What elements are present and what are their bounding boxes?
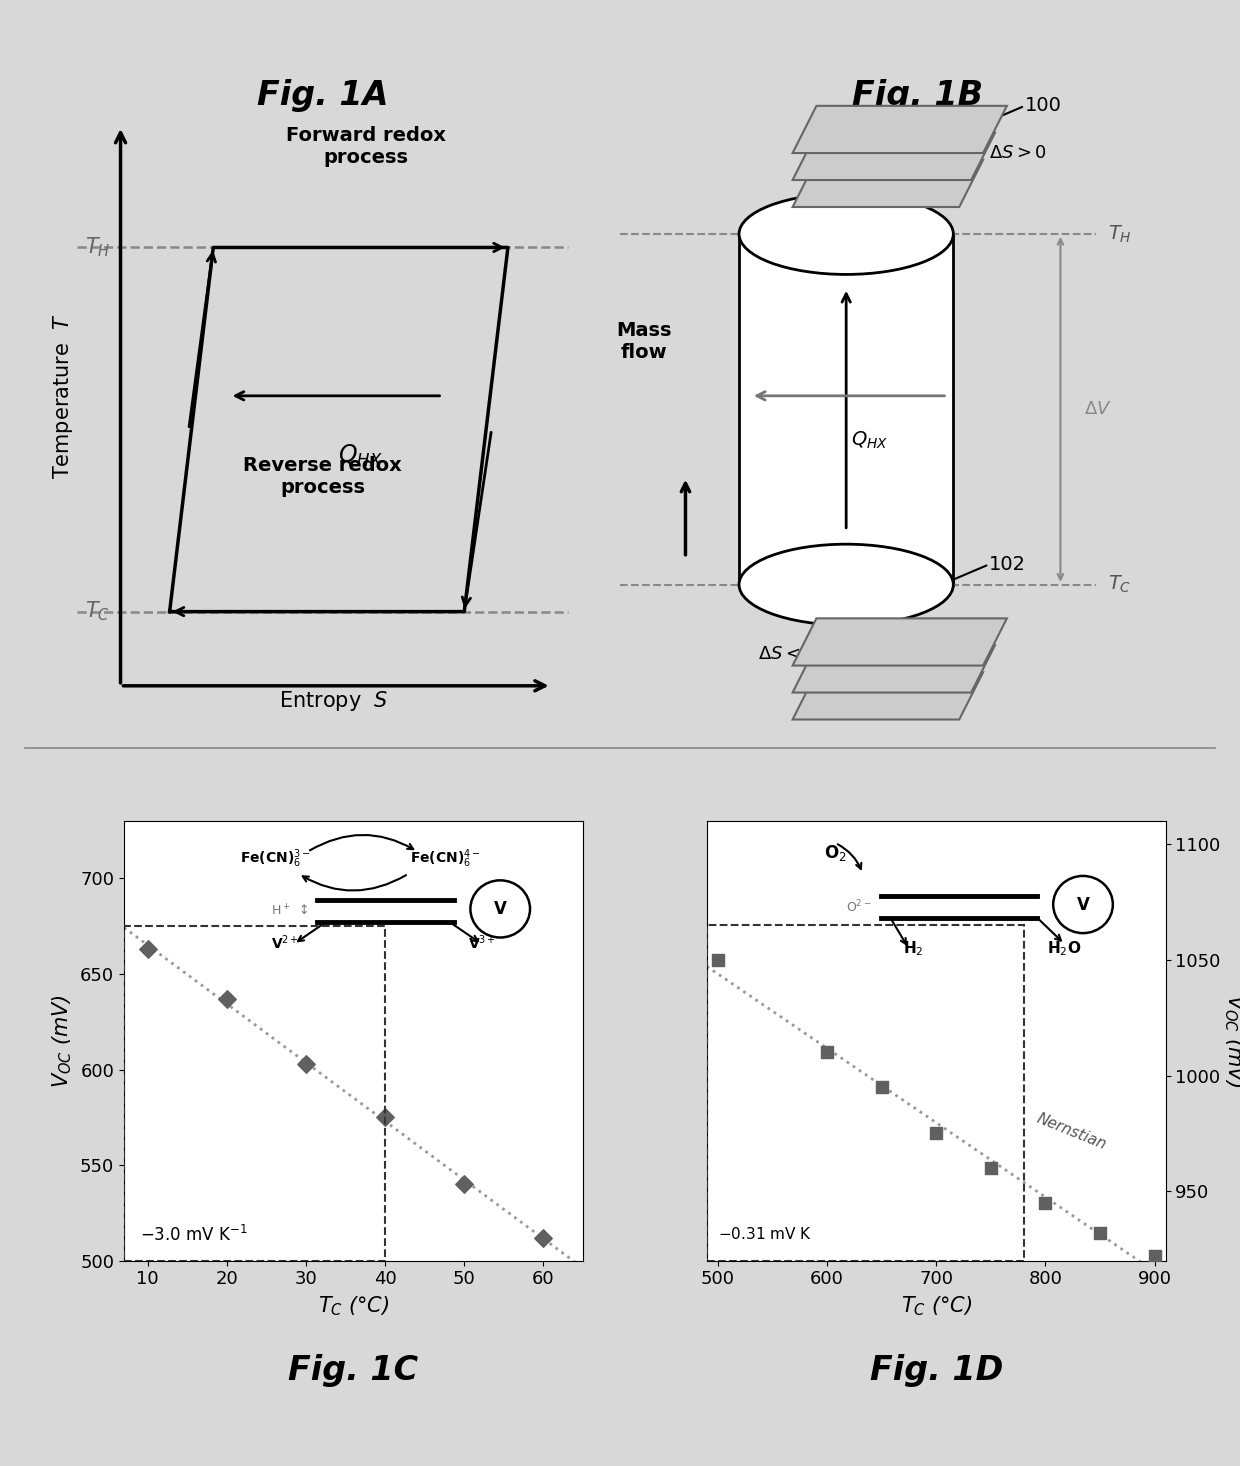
Text: Fig. 1A: Fig. 1A [257,79,388,111]
Text: V: V [1076,896,1090,913]
Point [708,949,728,972]
Text: 102: 102 [990,556,1025,573]
Text: Temperature  $T$: Temperature $T$ [51,314,76,478]
X-axis label: $T_C$ (°C): $T_C$ (°C) [317,1294,389,1318]
Y-axis label: $V_{OC}$ (mV): $V_{OC}$ (mV) [51,994,74,1088]
Text: $Q_{HX}$: $Q_{HX}$ [339,443,383,469]
Text: $\Delta S > 0$: $\Delta S > 0$ [990,144,1047,163]
Point [376,1105,396,1129]
Circle shape [1053,875,1112,932]
Text: $T_C$: $T_C$ [1109,575,1131,595]
Polygon shape [792,645,994,692]
Text: Mass
flow: Mass flow [616,321,672,362]
Polygon shape [792,160,983,207]
Text: $T_H$: $T_H$ [86,236,110,259]
Text: Fe(CN)$_6^{3-}$: Fe(CN)$_6^{3-}$ [241,847,311,869]
Polygon shape [792,133,994,180]
Text: $\Delta S < 0$: $\Delta S < 0$ [758,645,816,663]
Text: Fig. 1B: Fig. 1B [852,79,983,111]
Text: V$^{3+}$: V$^{3+}$ [467,932,496,951]
Y-axis label: $V_{OC}$ (mV): $V_{OC}$ (mV) [1223,994,1240,1088]
Point [817,1041,837,1064]
Text: $\Delta V$: $\Delta V$ [1084,400,1112,418]
Point [926,1121,946,1145]
Ellipse shape [739,544,954,625]
Text: H$^+$ $\updownarrow$: H$^+$ $\updownarrow$ [270,903,308,919]
Text: O$^{2-}$: O$^{2-}$ [847,899,872,915]
Text: Reverse redox
process: Reverse redox process [243,456,402,497]
Text: Forward redox
process: Forward redox process [286,126,446,167]
Point [872,1076,892,1100]
Text: V$^{2+}$: V$^{2+}$ [270,932,299,951]
Point [296,1053,316,1076]
Text: 100: 100 [1024,97,1061,116]
Text: H$_2$: H$_2$ [903,938,924,957]
Point [1145,1245,1164,1268]
Point [454,1173,474,1196]
Text: Fe(CN)$_6^{4-}$: Fe(CN)$_6^{4-}$ [409,847,481,869]
Point [533,1226,553,1249]
Text: $T_H$: $T_H$ [1109,223,1132,245]
Text: H$_2$O: H$_2$O [1048,938,1081,957]
Point [1090,1221,1110,1245]
Point [138,937,157,960]
Circle shape [470,880,529,938]
Text: O$_2$: O$_2$ [825,843,847,863]
Polygon shape [792,673,983,720]
Text: $-0.31\ \mathrm{mV\ K}$: $-0.31\ \mathrm{mV\ K}$ [718,1226,812,1242]
Text: $T_C$: $T_C$ [86,600,110,623]
Point [217,987,237,1010]
Bar [739,235,954,585]
Text: Fig. 1D: Fig. 1D [869,1355,1003,1387]
Text: $Q_{HX}$: $Q_{HX}$ [852,430,889,452]
X-axis label: $T_C$ (°C): $T_C$ (°C) [900,1294,972,1318]
Point [981,1157,1001,1180]
Text: Entropy  $S$: Entropy $S$ [279,689,388,712]
Point [1035,1192,1055,1215]
Text: V: V [494,900,507,918]
Polygon shape [792,619,1007,666]
Text: $-3.0\ \mathrm{mV\ K^{-1}}$: $-3.0\ \mathrm{mV\ K^{-1}}$ [140,1226,248,1246]
Ellipse shape [739,194,954,274]
Text: Fig. 1C: Fig. 1C [289,1355,418,1387]
Polygon shape [792,106,1007,152]
Text: Nernstian: Nernstian [1034,1111,1109,1152]
